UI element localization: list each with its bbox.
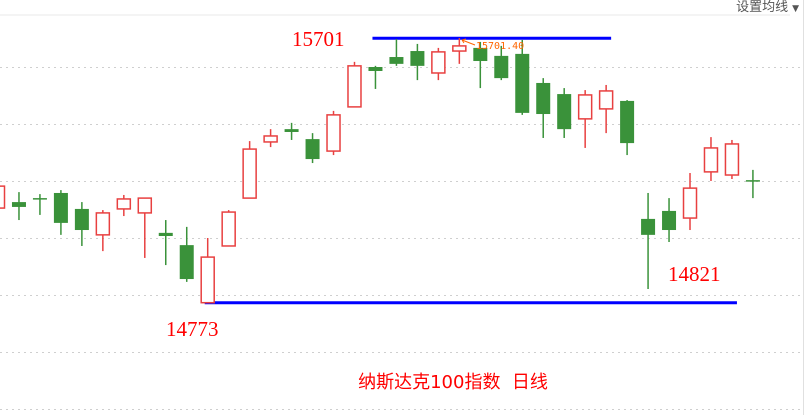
candle-body bbox=[74, 208, 89, 231]
candle bbox=[515, 39, 530, 115]
candle bbox=[389, 39, 404, 66]
candle bbox=[158, 220, 173, 266]
candle bbox=[410, 43, 425, 81]
candle bbox=[116, 194, 132, 217]
candle bbox=[74, 202, 89, 246]
candle-body bbox=[242, 148, 257, 199]
candle bbox=[11, 192, 26, 221]
annotation-recent-low: 14821 bbox=[668, 262, 721, 286]
candle-body bbox=[724, 143, 740, 176]
candle bbox=[620, 100, 635, 156]
candle-body bbox=[410, 51, 425, 66]
ma-setting-button[interactable]: 设置均线 ▼ bbox=[736, 0, 799, 15]
high-marker-arrow-icon bbox=[461, 38, 476, 46]
candle-body bbox=[116, 198, 132, 210]
candle bbox=[221, 210, 236, 247]
candle bbox=[0, 185, 6, 209]
candle bbox=[536, 78, 551, 138]
candle-body bbox=[326, 114, 341, 152]
annotation-low: 14773 bbox=[166, 317, 219, 341]
candle bbox=[368, 65, 383, 89]
candle-body bbox=[557, 94, 572, 130]
candle bbox=[95, 210, 111, 252]
candle bbox=[682, 173, 698, 231]
candle-body bbox=[53, 192, 68, 223]
candles bbox=[0, 38, 760, 304]
candle-body bbox=[263, 135, 278, 143]
candle bbox=[263, 129, 278, 148]
candle-body bbox=[536, 82, 551, 115]
candle-body bbox=[662, 210, 677, 231]
candle-body bbox=[452, 45, 467, 52]
candle-body bbox=[0, 185, 6, 209]
candle bbox=[200, 238, 215, 304]
candle-body bbox=[703, 147, 719, 173]
candle bbox=[326, 110, 341, 156]
candle-body bbox=[389, 57, 404, 64]
candle bbox=[724, 139, 740, 180]
candle-body bbox=[620, 100, 635, 144]
candle bbox=[137, 197, 153, 258]
candle-body bbox=[431, 51, 446, 74]
candle-body bbox=[745, 180, 760, 182]
candle bbox=[473, 41, 488, 89]
candle-body bbox=[200, 256, 215, 304]
candle-body bbox=[284, 129, 299, 132]
candle-body bbox=[473, 47, 488, 62]
candle-body bbox=[179, 245, 194, 280]
candle-body bbox=[682, 187, 698, 219]
ma-setting-label: 设置均线 bbox=[736, 0, 789, 15]
caret-down-icon: ▼ bbox=[792, 4, 799, 14]
candle bbox=[494, 45, 509, 81]
candle-body bbox=[347, 65, 362, 108]
candle bbox=[53, 190, 68, 235]
candle-body bbox=[137, 197, 153, 214]
chart-title: 纳斯达克100指数 日线 bbox=[358, 372, 548, 393]
candle-body bbox=[515, 53, 530, 113]
candle bbox=[347, 61, 362, 108]
candle-body bbox=[368, 67, 383, 71]
high-marker-label: 15701.40 bbox=[476, 41, 524, 52]
candle bbox=[598, 84, 614, 134]
candle bbox=[557, 88, 572, 138]
candle bbox=[305, 133, 320, 164]
grid-lines bbox=[0, 67, 803, 410]
candle bbox=[179, 226, 194, 282]
candle-body bbox=[641, 218, 656, 235]
candle bbox=[32, 194, 47, 215]
candle-body bbox=[221, 211, 236, 247]
candle-body bbox=[598, 90, 614, 110]
reference-lines bbox=[204, 36, 737, 305]
candle-body bbox=[32, 198, 47, 200]
candle-body bbox=[158, 232, 173, 237]
candle bbox=[662, 198, 677, 242]
candle bbox=[431, 47, 446, 81]
candle bbox=[745, 169, 760, 199]
candle-body bbox=[494, 55, 509, 79]
candle-body bbox=[305, 139, 320, 160]
candle-body bbox=[577, 94, 593, 120]
candle-body bbox=[95, 212, 111, 236]
annotation-high: 15701 bbox=[292, 27, 345, 51]
candle bbox=[284, 122, 299, 140]
candle-body bbox=[11, 202, 26, 207]
candle bbox=[577, 90, 593, 148]
annotations: 15701 14773 14821 15701.40 纳斯达克100指数 日线 bbox=[166, 27, 721, 393]
candle bbox=[703, 137, 719, 181]
candle bbox=[452, 38, 467, 64]
candle bbox=[242, 141, 257, 199]
candle bbox=[641, 192, 656, 290]
